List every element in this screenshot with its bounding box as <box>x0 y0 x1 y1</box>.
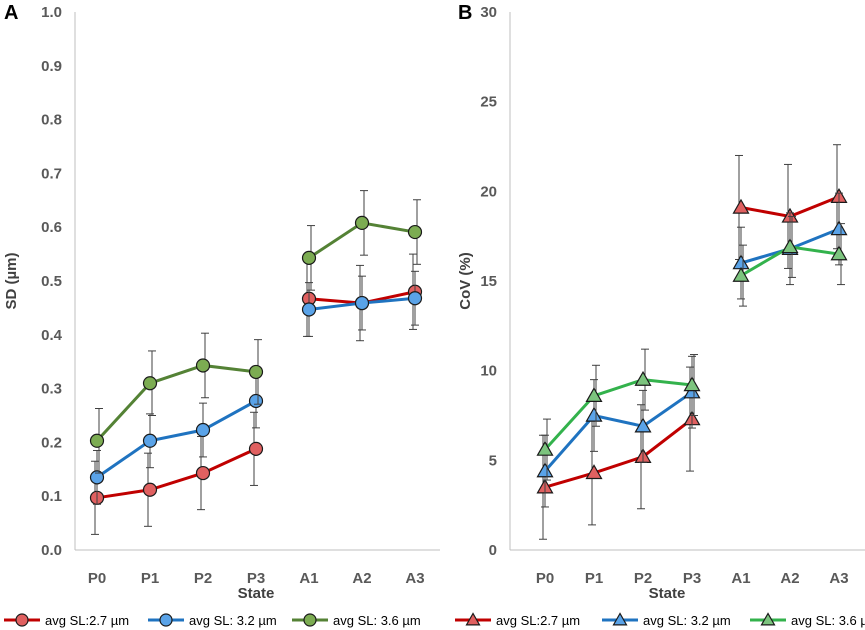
data-point <box>634 417 652 433</box>
series-line <box>543 378 693 451</box>
x-tick-label: P3 <box>247 570 265 587</box>
legend-label: avg SL:2.7 µm <box>496 613 580 628</box>
y-tick-label: 0.2 <box>41 434 62 451</box>
x-tick-label: P3 <box>683 570 701 587</box>
data-point <box>585 387 603 402</box>
data-point <box>142 433 158 448</box>
x-tick-label: P0 <box>88 570 106 587</box>
data-point <box>781 238 799 254</box>
legend-label: avg SL: 3.6 µm <box>333 613 421 628</box>
data-point <box>585 464 603 480</box>
legend-marker <box>159 613 173 627</box>
legend-label: avg SL:2.7 µm <box>45 613 129 628</box>
data-point <box>142 482 158 497</box>
legend: avg SL:2.7 µm avg SL: 3.2 µm avg SL: 3.6 µ… <box>455 612 865 628</box>
data-point <box>89 433 105 448</box>
series-3 <box>536 215 848 481</box>
x-tick-label: A1 <box>731 570 750 587</box>
data-point <box>301 250 317 265</box>
y-tick-label: 1.0 <box>41 4 62 21</box>
data-point <box>683 383 701 399</box>
legend-label: avg SL: 3.2 µm <box>189 613 277 628</box>
x-tick-label: P2 <box>634 570 652 587</box>
data-point <box>195 465 211 481</box>
y-axis-title: SD (µm) <box>3 253 20 310</box>
y-tick-label: 0.9 <box>41 58 62 75</box>
series-2 <box>536 192 848 508</box>
y-tick-label: 5 <box>489 452 497 469</box>
x-tick-label: P1 <box>585 570 603 587</box>
x-tick-label: P2 <box>194 570 212 587</box>
x-axis-title: State <box>238 585 275 602</box>
legend-label: avg SL: 3.2 µm <box>643 613 731 628</box>
x-tick-label: A3 <box>829 570 848 587</box>
data-point <box>195 422 211 438</box>
data-point <box>354 215 370 230</box>
x-axis-title: State <box>649 585 686 602</box>
x-tick-label: A3 <box>405 570 424 587</box>
data-point <box>89 470 105 485</box>
data-point <box>142 376 158 391</box>
y-tick-label: 0.7 <box>41 165 62 182</box>
legend-marker <box>760 612 776 626</box>
series-line <box>95 363 257 442</box>
data-point <box>830 220 848 236</box>
y-tick-label: 10 <box>480 363 497 380</box>
y-tick-label: 30 <box>480 4 497 21</box>
y-tick-label: 15 <box>480 273 497 290</box>
y-tick-label: 20 <box>480 183 497 200</box>
data-point <box>248 364 264 380</box>
y-tick-label: 0.4 <box>41 327 63 344</box>
data-point <box>683 376 701 392</box>
data-point <box>354 295 370 311</box>
x-tick-label: A2 <box>352 570 371 587</box>
panel-letter: A <box>4 2 18 24</box>
y-tick-label: 25 <box>480 94 497 111</box>
panel-b: B 0 5 10 15 20 25 30 CoV (%) P0 P1 P2 P3 A1 A2 A3 State a… <box>455 2 865 628</box>
y-tick-label: 0 <box>489 542 497 559</box>
data-point <box>195 358 211 373</box>
x-tick-label: P1 <box>141 570 159 587</box>
series-1 <box>536 144 848 540</box>
data-point <box>634 370 652 386</box>
data-point <box>830 245 848 261</box>
data-point <box>732 266 750 282</box>
panel-a: A 0.0 0.1 0.2 0.3 0.4 0.5 0.6 0.7 0.8 0.9 1.0 SD (µm… <box>3 2 440 628</box>
data-point <box>407 224 423 240</box>
x-tick-label: A2 <box>780 570 799 587</box>
data-point <box>536 440 554 456</box>
y-axis-title: CoV (%) <box>457 252 474 310</box>
data-point <box>248 393 264 409</box>
legend: avg SL:2.7 µm avg SL: 3.2 µm avg SL: 3.6 µ… <box>4 613 421 628</box>
legend-label: avg SL: 3.6 µm <box>791 613 865 628</box>
y-tick-label: 0.5 <box>41 273 62 290</box>
data-point <box>732 198 750 214</box>
y-tick-label: 0.1 <box>41 488 62 505</box>
y-tick-label: 0.0 <box>41 542 62 559</box>
data-point <box>536 462 554 478</box>
series-2 <box>89 270 423 505</box>
series-line <box>544 417 693 489</box>
data-point <box>585 406 603 422</box>
legend-marker <box>465 612 481 626</box>
data-point <box>407 291 423 306</box>
y-tick-label: 0.3 <box>41 381 62 398</box>
series-line <box>543 390 693 473</box>
y-tick-label: 0.8 <box>41 112 62 129</box>
legend-marker <box>15 613 29 627</box>
series-line <box>96 447 257 500</box>
series-line <box>96 399 257 479</box>
x-tick-label: A1 <box>299 570 318 587</box>
panel-letter: B <box>458 2 472 24</box>
data-point <box>248 441 264 456</box>
data-point <box>301 302 317 317</box>
x-tick-label: P0 <box>536 570 554 587</box>
legend-marker <box>612 612 628 626</box>
legend-marker <box>303 613 317 627</box>
y-tick-label: 0.6 <box>41 219 62 236</box>
series-3 <box>89 190 423 474</box>
